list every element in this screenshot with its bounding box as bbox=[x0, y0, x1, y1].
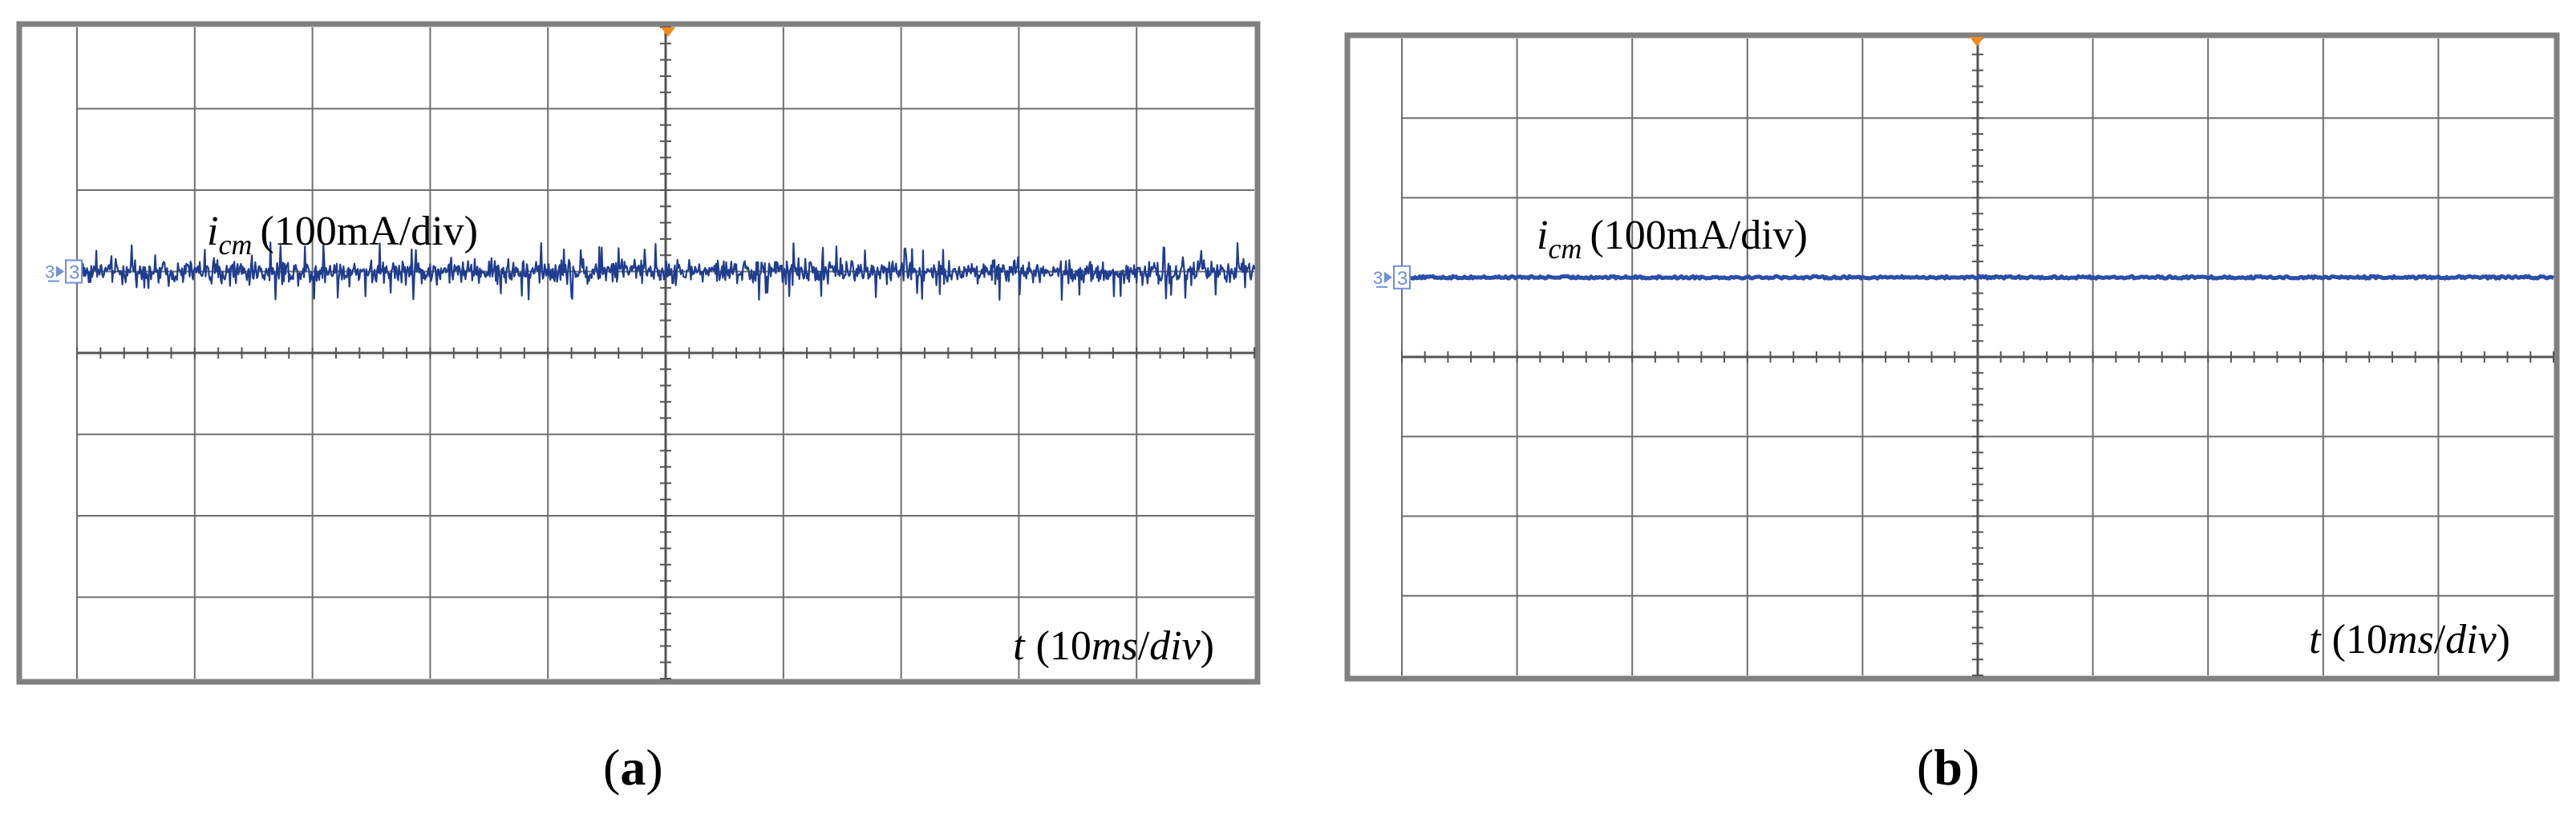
signal-label-a: icm (100mA/div) bbox=[207, 209, 478, 261]
subfigure-label-a: (a) bbox=[603, 739, 663, 796]
channel-number: 3 bbox=[1397, 268, 1407, 290]
grid-b bbox=[1401, 38, 2554, 676]
trigger-marker-a bbox=[661, 27, 675, 37]
channel-box bbox=[1393, 265, 1411, 290]
ground-marker-label: 3 bbox=[1373, 268, 1383, 288]
trace-a bbox=[75, 241, 1256, 301]
current-trace bbox=[1400, 274, 2555, 281]
channel-number: 3 bbox=[69, 262, 79, 284]
signal-label-b: icm (100mA/div) bbox=[1537, 213, 1808, 265]
time-label-b: t (10ms/div) bbox=[2309, 617, 2510, 663]
subfigure-label-b: (b) bbox=[1917, 739, 1980, 796]
grid-a bbox=[76, 26, 1255, 679]
channel-box bbox=[65, 259, 83, 284]
trigger-marker-b bbox=[1970, 37, 1984, 47]
ground-marker-label: 3 bbox=[45, 262, 55, 282]
current-trace bbox=[75, 241, 1256, 301]
trace-b bbox=[1400, 274, 2555, 281]
time-label-a: t (10ms/div) bbox=[1013, 623, 1214, 669]
channel-arrow-icon bbox=[1384, 271, 1392, 283]
channel-arrow-icon bbox=[56, 266, 64, 278]
